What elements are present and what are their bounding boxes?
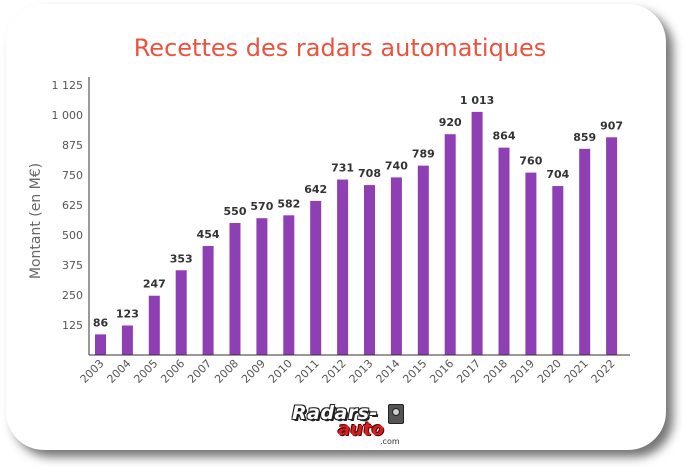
data-label-2014: 740 [385, 159, 408, 172]
data-label-2012: 731 [331, 162, 354, 175]
data-label-2008: 550 [224, 205, 247, 218]
bars [95, 111, 618, 355]
y-tick-label: 750 [62, 169, 83, 182]
bar-2009[interactable] [256, 218, 268, 355]
bar-2012[interactable] [337, 179, 349, 355]
data-label-2010: 582 [277, 197, 300, 210]
data-label-2019: 760 [519, 155, 542, 168]
y-tick-label: 1 125 [52, 79, 84, 92]
x-tick-label: 2010 [266, 357, 295, 386]
data-label-2021: 859 [573, 131, 596, 144]
x-tick-label: 2005 [131, 357, 160, 386]
y-axis-ticks: 125 250 375 500 625 750 875 1 000 1 125 [52, 79, 84, 332]
data-labels: 86 123 247 353 454 550 570 582 642 731 708 740 789 92… [93, 94, 623, 329]
bar-2015[interactable] [417, 165, 429, 355]
y-tick-label: 375 [62, 259, 83, 272]
x-tick-label: 2018 [481, 357, 510, 386]
bar-2014[interactable] [390, 177, 402, 355]
data-label-2003: 86 [93, 316, 109, 329]
x-tick-label: 2009 [239, 357, 268, 386]
x-tick-label: 2021 [562, 357, 591, 386]
bar-2016[interactable] [444, 134, 456, 355]
x-tick-label: 2015 [400, 357, 429, 386]
y-tick-label: 500 [62, 229, 83, 242]
bar-2021[interactable] [579, 148, 591, 355]
y-tick-label: 250 [62, 289, 83, 302]
x-tick-label: 2013 [347, 357, 376, 386]
data-label-2005: 247 [143, 278, 166, 291]
bar-2017[interactable] [471, 111, 483, 355]
x-tick-label: 2017 [454, 357, 483, 386]
data-label-2004: 123 [116, 307, 139, 320]
logo-main-text: Radars- [292, 402, 378, 424]
x-tick-label: 2004 [105, 357, 134, 386]
bar-2013[interactable] [364, 185, 375, 355]
bar-2004[interactable] [121, 325, 133, 355]
x-tick-label: 2011 [293, 357, 322, 386]
data-label-2020: 704 [546, 168, 569, 181]
bar-2006[interactable] [175, 270, 187, 355]
bar-2020[interactable] [552, 186, 564, 355]
data-label-2015: 789 [412, 148, 435, 161]
data-label-2007: 454 [197, 228, 220, 241]
bar-2011[interactable] [310, 200, 322, 355]
y-tick-label: 875 [62, 139, 83, 152]
y-tick-label: 625 [62, 199, 83, 212]
data-label-2022: 907 [600, 119, 623, 132]
bar-2003[interactable] [95, 334, 106, 355]
radars-auto-logo: Radars- auto .com [292, 402, 412, 452]
x-tick-label: 2003 [78, 357, 107, 386]
data-label-2009: 570 [250, 200, 273, 213]
x-tick-label: 2019 [508, 357, 537, 386]
x-tick-label: 2006 [158, 357, 187, 386]
bar-2005[interactable] [148, 295, 160, 355]
logo-sub-text: auto [338, 419, 384, 440]
bar-2008[interactable] [229, 223, 241, 355]
data-label-2013: 708 [358, 167, 381, 180]
y-tick-label: 1 000 [52, 109, 84, 122]
y-axis-label: Montant (en M€) [28, 163, 44, 279]
x-tick-label: 2007 [185, 357, 214, 386]
x-axis-ticks: 2003200420052006200720082009201020112012… [78, 357, 618, 386]
bar-2019[interactable] [525, 172, 537, 355]
data-label-2018: 864 [493, 130, 516, 143]
x-tick-label: 2008 [212, 357, 241, 386]
x-tick-label: 2012 [320, 357, 349, 386]
bar-2022[interactable] [606, 137, 618, 355]
x-tick-label: 2016 [427, 357, 456, 386]
bar-2010[interactable] [283, 215, 295, 355]
bar-2018[interactable] [498, 147, 510, 355]
data-label-2011: 642 [304, 183, 327, 196]
data-label-2017: 1 013 [460, 94, 494, 107]
x-tick-label: 2022 [589, 357, 618, 386]
x-tick-label: 2020 [535, 357, 564, 386]
bar-2007[interactable] [202, 246, 214, 355]
x-tick-label: 2014 [374, 357, 403, 386]
speed-camera-icon [388, 404, 404, 424]
chart-title: Recettes des radars automatiques [133, 34, 547, 62]
data-label-2006: 353 [170, 252, 193, 265]
y-tick-label: 125 [62, 319, 83, 332]
data-label-2016: 920 [439, 116, 462, 129]
logo-domain-text: .com [380, 437, 400, 446]
